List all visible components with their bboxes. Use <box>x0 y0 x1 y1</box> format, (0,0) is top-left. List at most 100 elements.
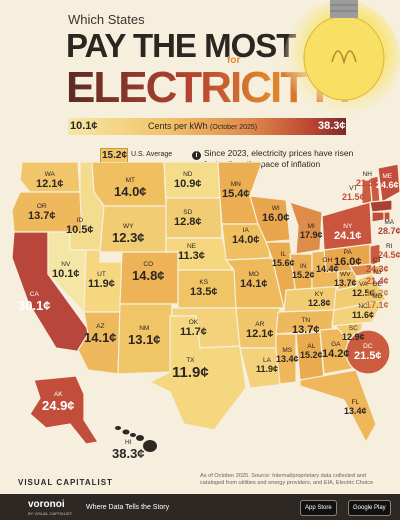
state-shape-wi <box>249 195 291 243</box>
state-label-ma: MA 28.7¢ <box>378 219 400 236</box>
state-shape-ct <box>371 211 385 223</box>
state-price: 11.6¢ <box>352 309 375 320</box>
state-label-dc: DC 21.5¢ <box>354 343 382 362</box>
app-store-button[interactable]: App Store <box>300 500 337 516</box>
state-shape-me <box>377 163 400 203</box>
state-abbr: AK <box>53 391 63 398</box>
state-abbr: LA <box>263 357 271 364</box>
state-label-id: ID 10.5¢ <box>66 217 94 236</box>
state-label-or: OR 13.7¢ <box>28 203 56 222</box>
state-abbr: MD <box>372 293 383 300</box>
state-abbr: UT <box>97 271 106 278</box>
state-abbr: IL <box>280 251 286 258</box>
state-abbr: DC <box>363 343 373 350</box>
headline-for: for <box>227 55 241 66</box>
state-label-la: LA 11.9¢ <box>256 357 279 374</box>
state-abbr: WI <box>271 205 280 212</box>
state-price: 14.4¢ <box>316 263 339 274</box>
header: Which States PAY THE MOST for ELECTRICIT… <box>0 0 400 160</box>
state-price: 14.1¢ <box>240 277 268 290</box>
info-icon: i <box>192 151 201 160</box>
state-price: 14.8¢ <box>132 267 165 283</box>
state-price: 12.8¢ <box>174 215 202 228</box>
state-label-ne: NE 11.3¢ <box>178 243 205 262</box>
state-label-mi: MI 17.9¢ <box>300 223 323 240</box>
state-price: 13.7¢ <box>292 323 320 336</box>
state-abbr: MI <box>307 223 315 230</box>
state-abbr: RI <box>386 243 393 250</box>
state-abbr: MO <box>248 271 259 278</box>
state-label-ct: CT 24.3¢ <box>366 257 389 274</box>
tagline: Where Data Tells the Story <box>86 504 170 511</box>
state-shape-hi <box>115 426 157 452</box>
state-price: 13.7¢ <box>28 209 56 222</box>
kicker: Which States <box>68 12 145 27</box>
state-abbr: VT <box>349 185 358 192</box>
state-label-al: AL 15.2¢ <box>300 343 323 360</box>
state-price: 12.9¢ <box>342 331 365 342</box>
state-abbr: MA <box>384 219 395 226</box>
state-shape-nj <box>369 243 381 267</box>
google-play-button[interactable]: Google Play <box>348 500 391 516</box>
state-price: 12.8¢ <box>308 297 331 308</box>
headline-line1: PAY THE MOST <box>66 27 296 64</box>
note-text: Since 2023, electricity prices have rise… <box>204 148 354 169</box>
scale-unit-sub: (October 2025) <box>210 124 258 131</box>
state-abbr: AL <box>307 343 316 350</box>
state-label-wy: WY 12.3¢ <box>112 223 145 243</box>
state-price: 21.5¢ <box>342 191 365 202</box>
state-price: 11.9¢ <box>256 363 279 374</box>
state-label-wv: WV 13.7¢ <box>334 271 357 288</box>
state-abbr: MT <box>125 177 135 184</box>
state-label-in: IN 15.2¢ <box>292 263 315 280</box>
state-price: 21.5¢ <box>356 177 379 188</box>
state-abbr: CT <box>372 257 382 264</box>
state-price: 14.1¢ <box>84 329 117 345</box>
state-price: 17.1¢ <box>366 299 389 310</box>
state-abbr: OH <box>322 257 333 264</box>
state-price: 13.5¢ <box>190 285 218 298</box>
state-price: 21.5¢ <box>354 349 382 362</box>
scale-unit: Cents per kWh (October 2025) <box>148 121 257 131</box>
average-value: 15.2¢ <box>102 150 128 161</box>
color-scale-bar <box>68 118 346 135</box>
state-abbr: CO <box>143 261 154 268</box>
state-abbr: OK <box>188 319 199 326</box>
state-label-il: IL 15.6¢ <box>272 251 295 268</box>
state-abbr: SC <box>348 325 358 332</box>
state-shape-md <box>348 263 373 277</box>
state-price: 38.3¢ <box>112 445 145 461</box>
source-note: As of October 2025. Source: Internal/pro… <box>200 473 374 486</box>
state-price: 14.0¢ <box>232 233 260 246</box>
state-label-ia: IA 14.0¢ <box>232 227 260 246</box>
state-price: 13.1¢ <box>128 331 161 347</box>
state-price: 17.9¢ <box>300 229 323 240</box>
state-price: 13.7¢ <box>334 277 357 288</box>
state-abbr: ME <box>382 173 393 180</box>
state-label-nc: NC 11.6¢ <box>352 303 375 320</box>
state-label-ar: AR 12.1¢ <box>246 321 274 340</box>
state-shape-dc <box>345 329 391 375</box>
state-shape-mi <box>289 201 323 255</box>
voronoi-logo[interactable]: voronoi <box>28 499 65 510</box>
state-abbr: MN <box>230 181 241 188</box>
state-abbr: PA <box>343 249 352 256</box>
state-price: 15.6¢ <box>272 257 295 268</box>
state-price: 12.1¢ <box>246 327 274 340</box>
state-label-va: VA 12.5¢ <box>352 281 375 298</box>
state-price: 11.9¢ <box>88 277 115 290</box>
state-shape-ak <box>29 375 99 445</box>
state-abbr: WV <box>340 271 351 278</box>
state-price: 15.4¢ <box>222 187 250 200</box>
state-label-me: ME 24.6¢ <box>376 173 399 190</box>
state-label-ut: UT 11.9¢ <box>88 271 115 290</box>
state-price: 24.5¢ <box>378 249 400 260</box>
state-abbr: IA <box>242 227 249 234</box>
state-abbr: GA <box>331 341 341 348</box>
state-abbr: FL <box>351 399 360 406</box>
state-price: 24.1¢ <box>334 229 362 242</box>
state-price: 30.1¢ <box>18 297 51 313</box>
state-label-ga: GA 14.2¢ <box>322 341 350 360</box>
state-label-wa: WA 12.1¢ <box>36 171 64 190</box>
state-label-fl: FL 13.4¢ <box>344 399 367 416</box>
